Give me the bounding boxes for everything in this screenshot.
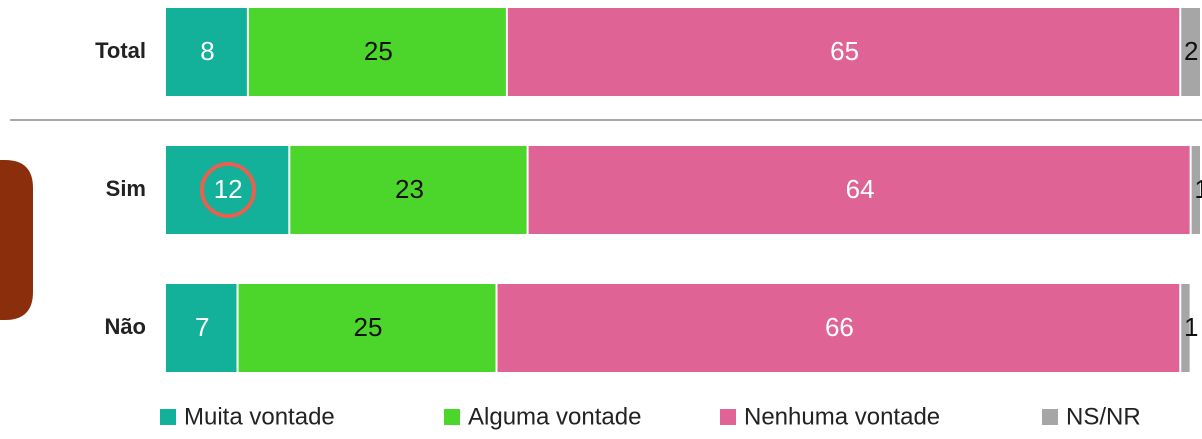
bar-segment — [166, 8, 247, 96]
legend-label: NS/NR — [1066, 403, 1141, 430]
value-label: 7 — [195, 312, 209, 342]
legend-label: Muita vontade — [184, 403, 335, 430]
value-label: 1 — [1194, 174, 1202, 204]
bar-segment — [290, 146, 527, 234]
bar-segment — [1181, 8, 1200, 96]
legend-swatch — [1042, 409, 1058, 425]
bar-segment — [497, 284, 1180, 372]
value-label: 66 — [825, 312, 854, 342]
value-label: 2 — [1184, 36, 1198, 66]
value-label: 1 — [1184, 312, 1198, 342]
legend-label: Nenhuma vontade — [744, 403, 940, 430]
value-label: 12 — [214, 174, 243, 204]
bar-segment — [248, 8, 506, 96]
value-label: 8 — [200, 36, 214, 66]
bar-segment — [1191, 146, 1200, 234]
bar-segment — [238, 284, 496, 372]
decoration — [0, 160, 33, 320]
value-label: 25 — [364, 36, 393, 66]
legend-swatch — [444, 409, 460, 425]
bar-segment — [507, 8, 1180, 96]
legend-swatch — [720, 409, 736, 425]
bar-segment — [528, 146, 1190, 234]
legend-label: Alguma vontade — [468, 403, 641, 430]
category-label: Total — [95, 38, 146, 63]
bar-segment — [166, 284, 237, 372]
bar-segment — [166, 146, 289, 234]
category-label: Sim — [106, 176, 146, 201]
value-label: 65 — [830, 36, 859, 66]
category-label: Não — [104, 314, 146, 339]
value-label: 64 — [846, 174, 875, 204]
bar-segment — [1181, 284, 1190, 372]
legend-swatch — [160, 409, 176, 425]
value-label: 25 — [354, 312, 383, 342]
highlight-circle — [200, 162, 256, 218]
value-label: 23 — [395, 174, 424, 204]
